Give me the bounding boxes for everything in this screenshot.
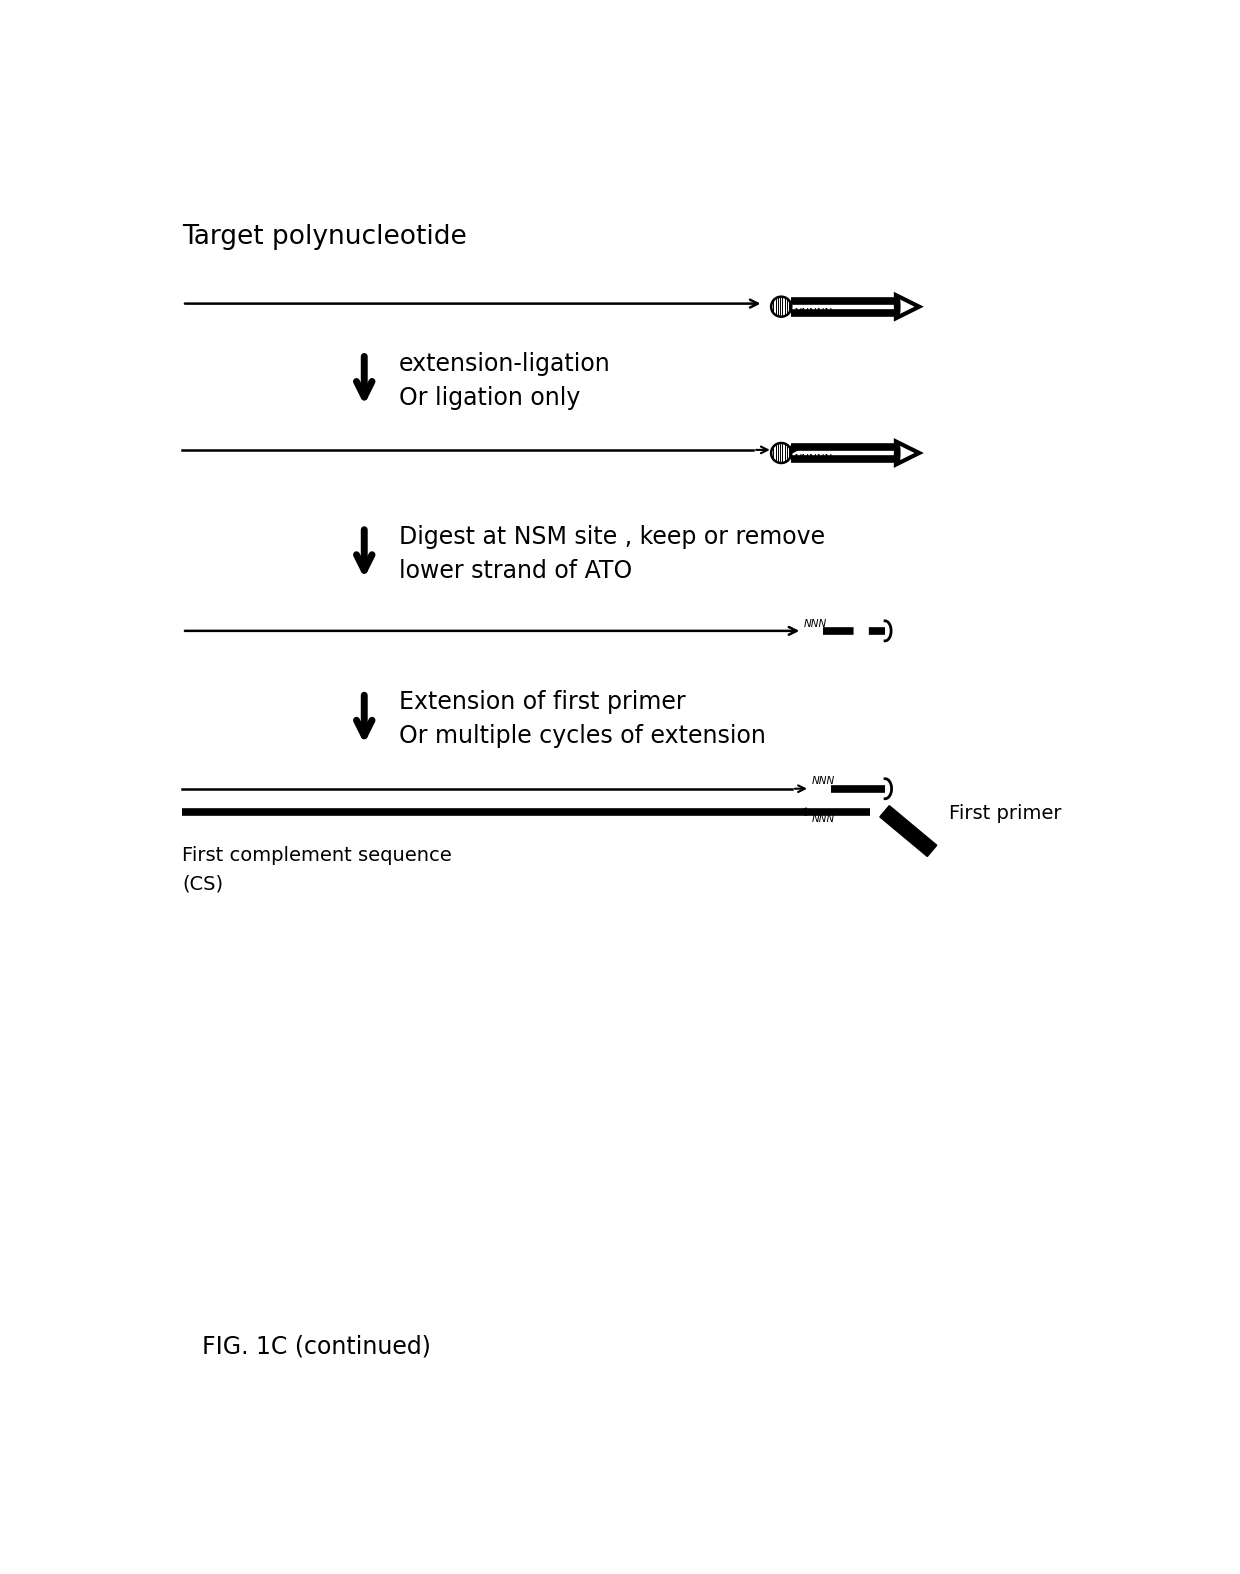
Text: Or ligation only: Or ligation only xyxy=(399,386,580,409)
Text: extension-ligation: extension-ligation xyxy=(399,351,611,376)
Polygon shape xyxy=(895,296,919,318)
Text: NNN: NNN xyxy=(811,776,835,787)
Bar xyxy=(880,806,936,856)
Text: Or multiple cycles of extension: Or multiple cycles of extension xyxy=(399,724,766,748)
Text: Digest at NSM site , keep or remove: Digest at NSM site , keep or remove xyxy=(399,524,826,549)
Circle shape xyxy=(771,296,791,316)
Text: Target polynucleotide: Target polynucleotide xyxy=(182,224,467,250)
Text: First complement sequence: First complement sequence xyxy=(182,847,451,866)
Text: NNN: NNN xyxy=(804,619,827,628)
Text: FIG. 1C (continued): FIG. 1C (continued) xyxy=(201,1335,430,1358)
Polygon shape xyxy=(895,441,919,464)
Text: Extension of first primer: Extension of first primer xyxy=(399,691,686,715)
Circle shape xyxy=(771,442,791,463)
Text: NNNNN: NNNNN xyxy=(794,455,832,464)
Text: First primer: First primer xyxy=(950,804,1061,823)
Text: lower strand of ATO: lower strand of ATO xyxy=(399,559,632,582)
Text: NNN: NNN xyxy=(811,814,835,825)
Text: (CS): (CS) xyxy=(182,875,223,894)
Text: NNNNN: NNNNN xyxy=(794,309,832,318)
